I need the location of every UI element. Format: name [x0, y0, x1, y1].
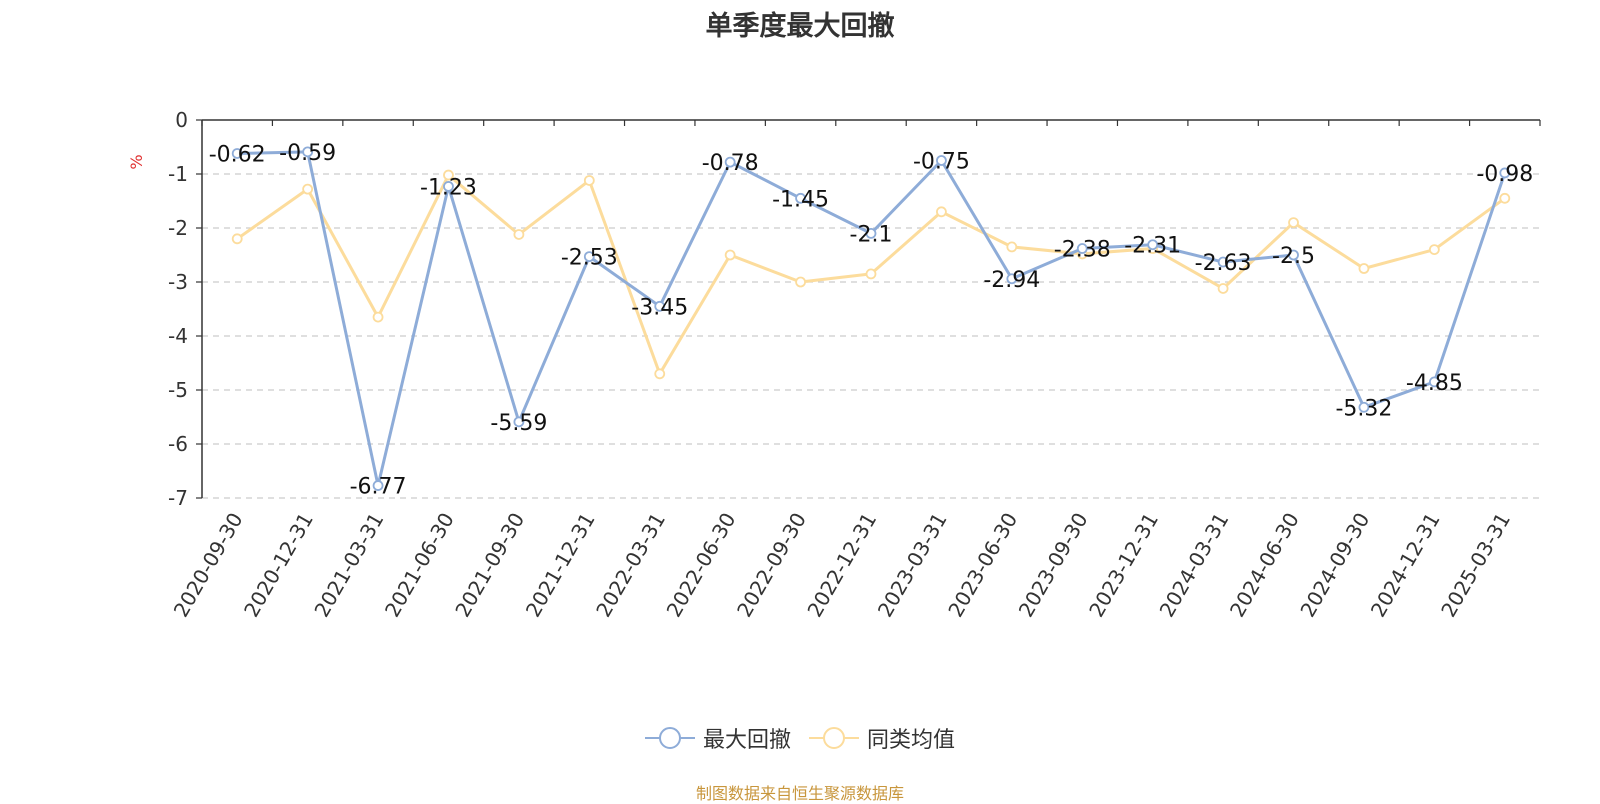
- data-label: -5.59: [490, 411, 547, 436]
- data-point-series-1: [1076, 243, 1088, 254]
- y-tick-label: -1: [168, 162, 188, 186]
- data-point-series-1: [513, 416, 525, 428]
- data-point-series-2: [1217, 283, 1229, 294]
- data-label: -2.38: [1054, 238, 1111, 263]
- data-label: -1.45: [772, 187, 829, 212]
- data-label: -1.23: [420, 175, 477, 200]
- data-point-series-2: [1006, 241, 1018, 253]
- x-tick-label: 2021-03-31: [309, 509, 388, 622]
- x-tick-label: 2024-06-30: [1225, 509, 1304, 622]
- data-point-series-2: [795, 276, 806, 288]
- chart-title: 单季度最大回撤: [705, 11, 895, 42]
- data-label: -2.94: [983, 268, 1040, 293]
- data-label: -0.98: [1476, 162, 1533, 187]
- x-tick-label: 2025-03-31: [1436, 509, 1515, 622]
- data-point-series-2: [936, 206, 947, 218]
- data-point-series-2: [231, 233, 243, 245]
- y-tick-label: -7: [168, 486, 188, 510]
- data-label: -2.5: [1272, 244, 1315, 269]
- data-point-series-1: [1006, 273, 1018, 285]
- legend-marker-series-2: [809, 727, 859, 749]
- x-tick-label: 2020-09-30: [169, 509, 248, 622]
- legend-item-series-2[interactable]: 同类均值: [809, 722, 955, 754]
- x-tick-label: 2021-09-30: [450, 509, 529, 622]
- data-point-series-1: [865, 227, 877, 239]
- data-label: -2.53: [561, 246, 618, 271]
- y-tick-label: -5: [168, 378, 188, 402]
- legend-label-series-2: 同类均值: [867, 728, 956, 753]
- legend-item-series-1[interactable]: 最大回撤: [644, 722, 791, 754]
- data-point-series-2: [724, 249, 736, 261]
- data-label: -0.59: [279, 141, 336, 166]
- data-label: -2.1: [850, 222, 893, 247]
- data-label: -2.63: [1195, 251, 1252, 276]
- data-point-series-2: [654, 368, 666, 380]
- data-point-series-1: [1499, 167, 1511, 179]
- data-point-series-2: [1288, 217, 1299, 229]
- data-point-series-1: [1288, 249, 1299, 261]
- data-point-series-1: [1217, 256, 1229, 268]
- x-tick-label: 2023-09-30: [1014, 509, 1093, 622]
- data-label: -2.31: [1124, 234, 1181, 259]
- series-line-1: [237, 150, 1507, 488]
- x-tick-label: 2022-06-30: [662, 509, 741, 622]
- y-tick-label: -2: [168, 216, 188, 240]
- data-point-series-1: [302, 146, 314, 158]
- data-point-series-2: [583, 175, 595, 186]
- data-point-series-1: [443, 181, 454, 192]
- data-point-series-2: [372, 311, 384, 323]
- data-point-series-1: [795, 192, 806, 204]
- data-point-series-2: [865, 268, 877, 280]
- x-tick-label: 2023-03-31: [873, 509, 952, 622]
- data-point-series-1: [231, 148, 243, 159]
- legend: 最大回撤 同类均值: [0, 722, 1600, 754]
- data-point-series-2: [302, 183, 314, 195]
- x-tick-label: 2021-12-31: [521, 509, 600, 622]
- data-label: -4.85: [1406, 371, 1463, 396]
- x-tick-label: 2024-12-31: [1366, 509, 1445, 622]
- data-point-series-2: [1499, 192, 1511, 204]
- data-point-series-1: [1358, 401, 1370, 413]
- data-label: -3.45: [631, 295, 688, 320]
- data-point-series-1: [583, 251, 595, 263]
- data-point-series-2: [1358, 263, 1370, 274]
- data-point-series-1: [936, 155, 947, 166]
- x-tick-label: 2022-12-31: [802, 509, 881, 622]
- data-label: -6.77: [350, 475, 407, 500]
- data-point-series-2: [513, 229, 525, 240]
- x-tick-label: 2024-03-31: [1155, 509, 1234, 622]
- y-tick-label: -6: [168, 432, 188, 456]
- data-point-series-1: [654, 300, 666, 312]
- data-point-series-1: [1147, 239, 1159, 251]
- legend-marker-series-1: [644, 727, 695, 749]
- source-note: 制图数据来自恒生聚源数据库: [695, 784, 904, 803]
- data-label: -0.78: [702, 151, 759, 176]
- x-tick-label: 2022-09-30: [732, 509, 811, 622]
- x-tick-label: 2021-06-30: [380, 509, 459, 622]
- data-label: -0.62: [209, 142, 266, 167]
- data-point-series-1: [1428, 376, 1440, 388]
- data-point-series-2: [443, 169, 454, 181]
- data-label: -5.32: [1335, 396, 1392, 421]
- x-tick-label: 2023-06-30: [943, 509, 1022, 622]
- x-tick-label: 2022-03-31: [591, 509, 670, 622]
- y-axis-unit-label: %: [127, 154, 146, 169]
- x-tick-label: 2023-12-31: [1084, 509, 1163, 622]
- y-tick-label: -3: [168, 270, 188, 294]
- data-point-series-1: [372, 480, 384, 491]
- x-tick-label: 2024-09-30: [1295, 509, 1374, 622]
- y-tick-label: 0: [175, 108, 188, 132]
- y-tick-label: -4: [168, 324, 188, 348]
- x-tick-label: 2020-12-31: [239, 509, 318, 622]
- legend-label-series-1: 最大回撤: [702, 728, 791, 753]
- data-label: -0.75: [913, 150, 970, 175]
- data-point-series-1: [724, 156, 736, 168]
- data-point-series-2: [1428, 244, 1440, 256]
